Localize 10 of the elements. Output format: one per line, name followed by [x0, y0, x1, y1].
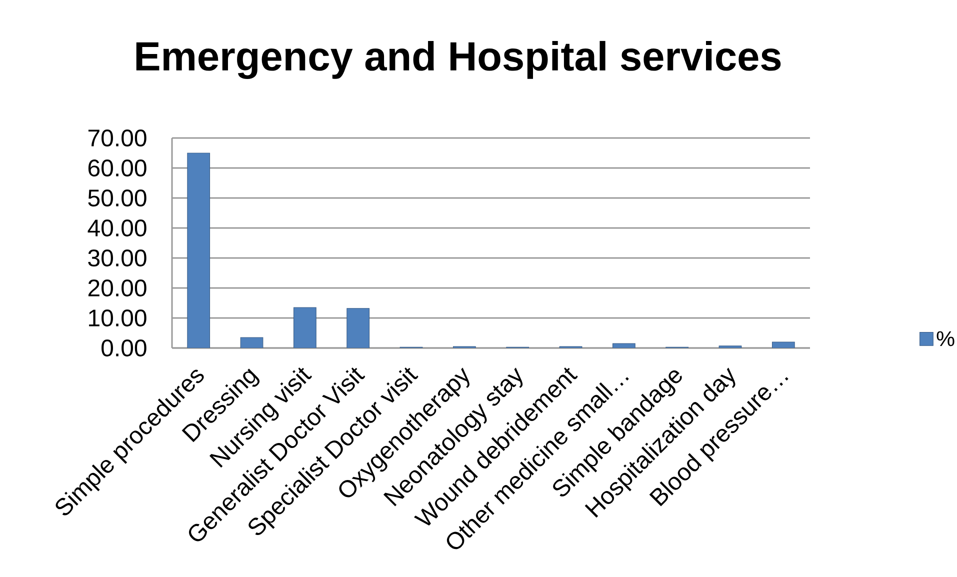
y-tick-label: 30.00 — [88, 249, 146, 266]
y-tick-label: 40.00 — [88, 219, 146, 236]
y-tick-label: 10.00 — [89, 309, 146, 326]
y-tick-label: 60.00 — [88, 159, 146, 176]
y-tick-label: 20.00 — [88, 279, 146, 296]
legend-label: % — [936, 331, 954, 346]
y-tick-label: 0.00 — [102, 339, 146, 356]
y-tick-label: 70.00 — [88, 129, 146, 146]
y-tick-label: 50.00 — [88, 189, 146, 206]
chart-title: Emergency and Hospital services — [136, 40, 781, 80]
